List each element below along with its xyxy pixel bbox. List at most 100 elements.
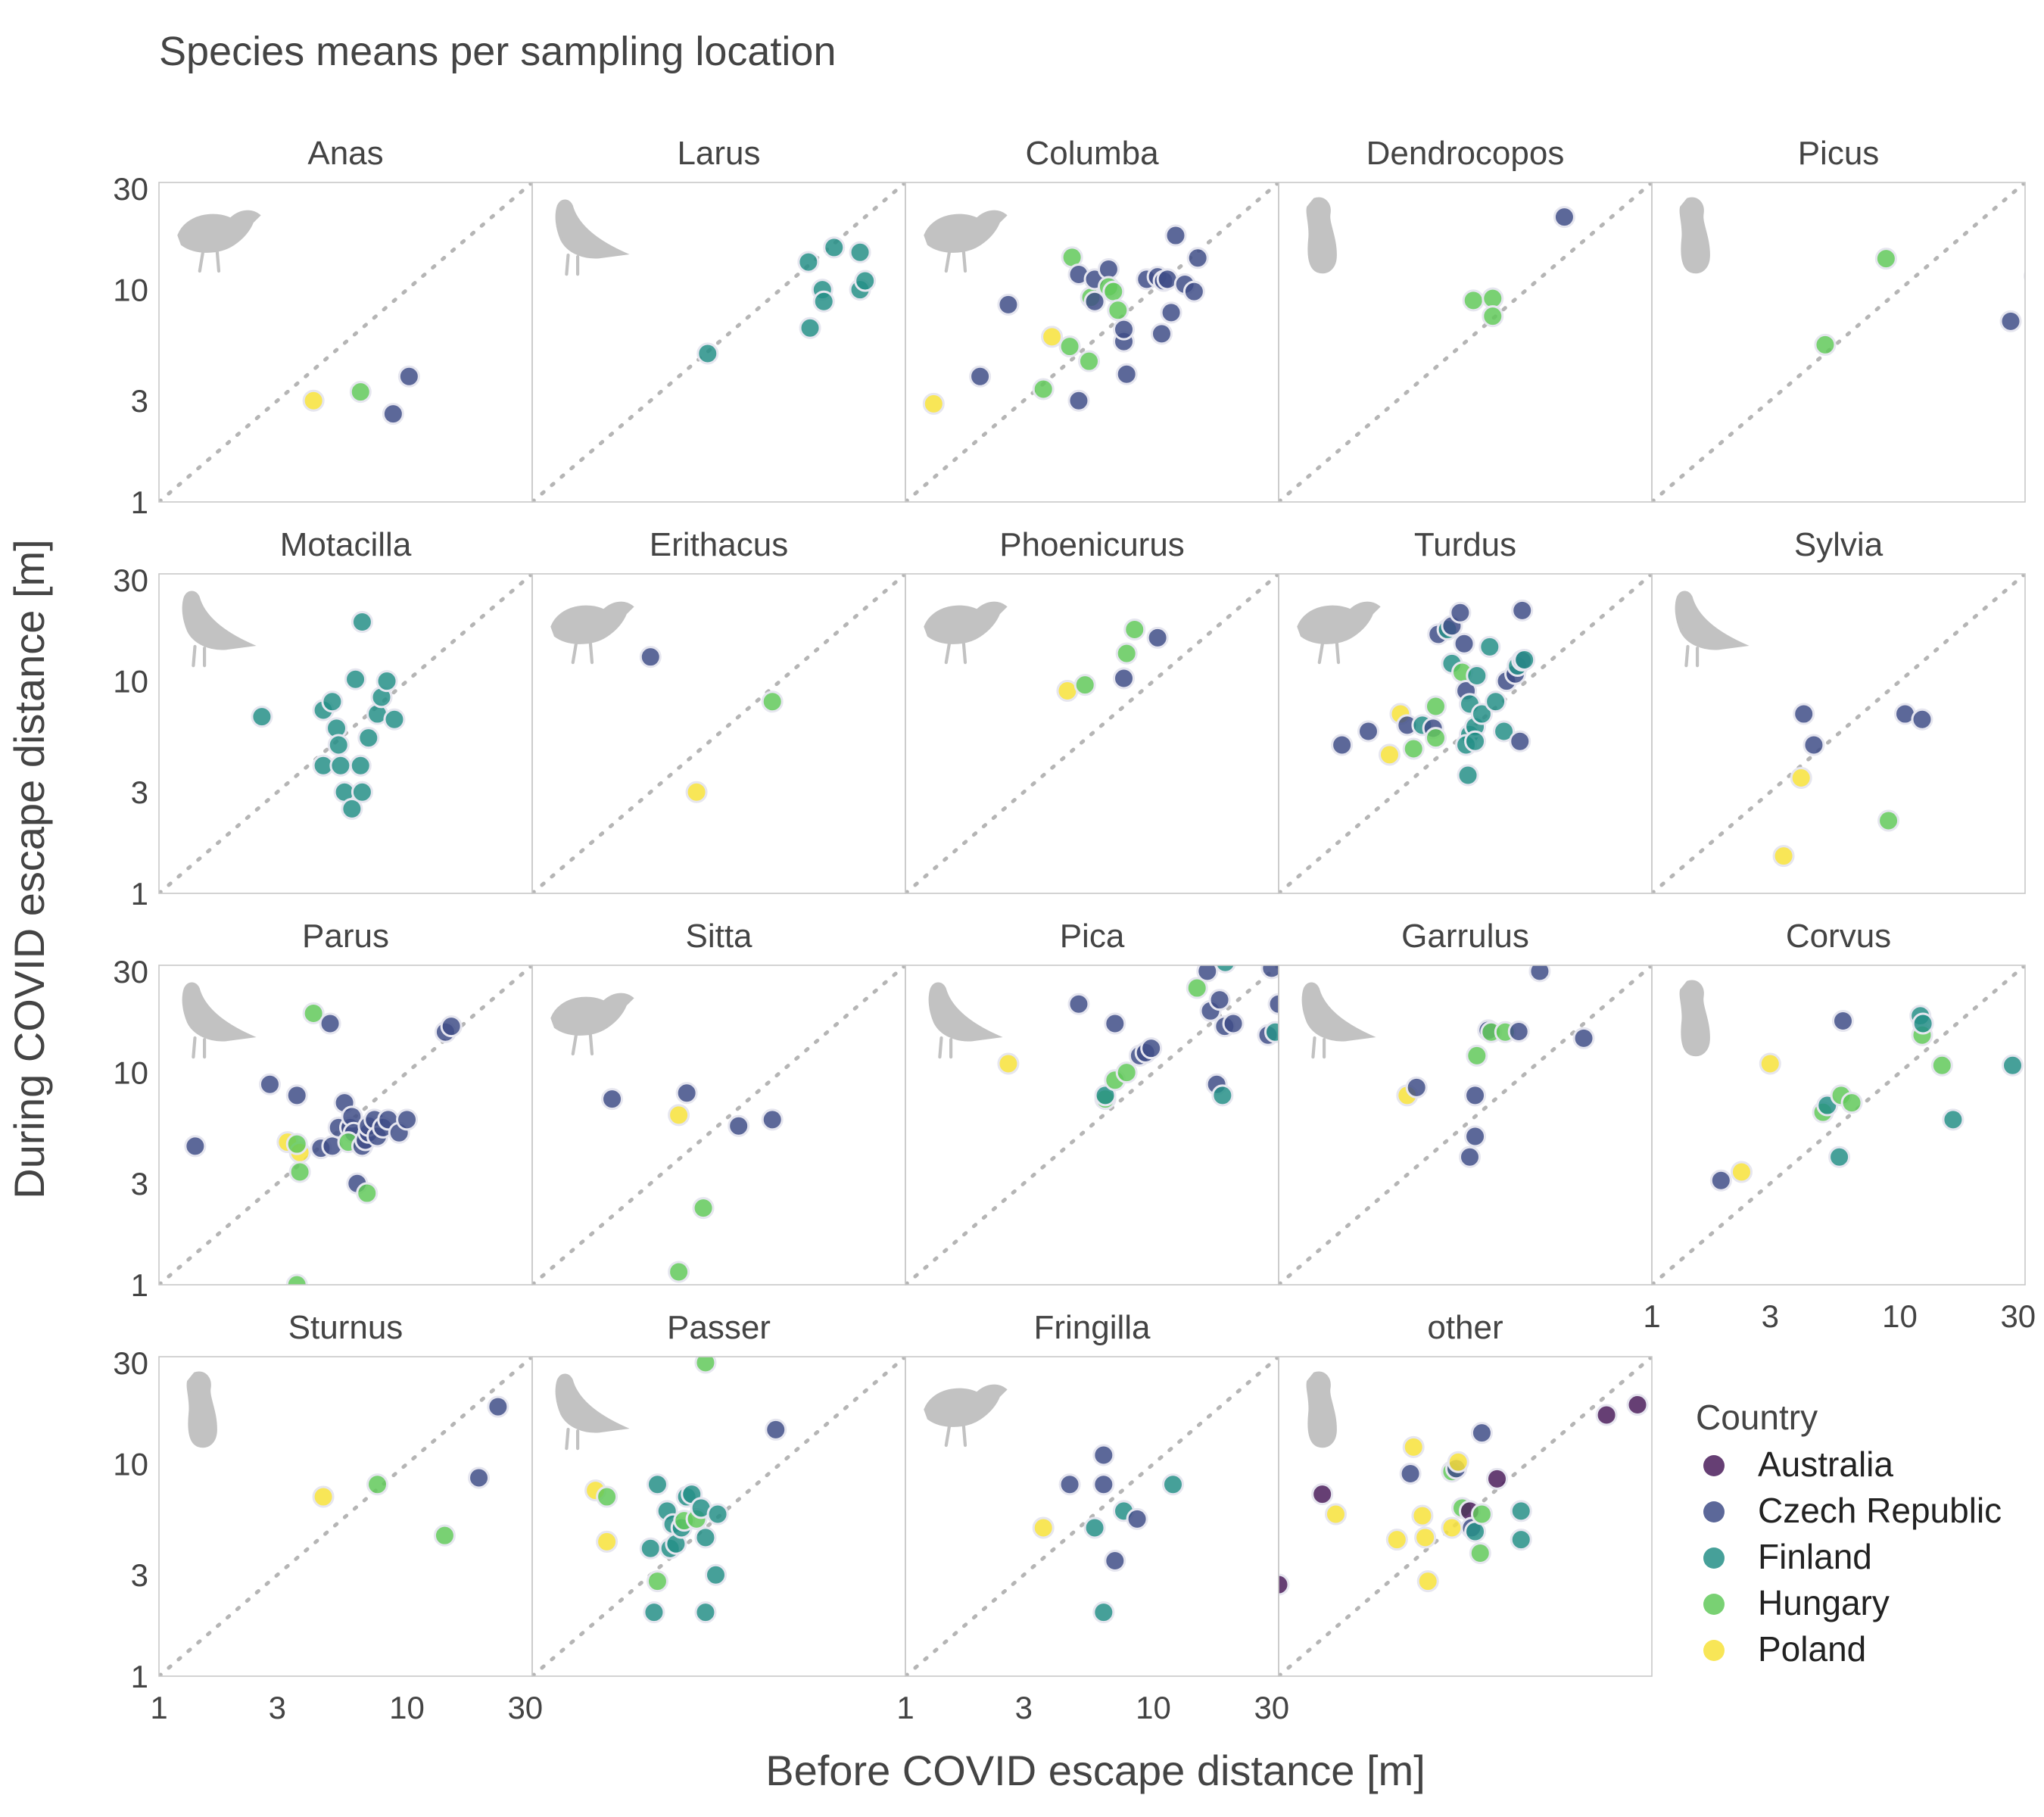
y-tick-label: 10 [113,1447,148,1482]
data-point-czech-republic [1803,734,1825,756]
data-point-czech-republic [1067,993,1090,1015]
data-point-hungary [356,1182,379,1205]
y-tick-label: 3 [131,1166,148,1201]
panel-other: other [1278,1309,1653,1677]
data-point-czech-republic [639,646,662,669]
data-point-australia [1595,1404,1618,1426]
data-point-finland [849,241,871,263]
data-point-finland [1470,703,1493,725]
y-tick-label: 1 [131,1267,148,1303]
data-point-finland [1493,720,1516,743]
data-point-finland [1092,1601,1115,1624]
x-axis-label: Before COVID escape distance [m] [765,1747,1426,1794]
data-point-czech-republic [1509,730,1531,753]
data-point-czech-republic [1260,965,1279,980]
data-point-czech-republic [1092,1473,1115,1496]
legend-label: Poland [1758,1629,1866,1669]
data-point-czech-republic [1196,965,1219,983]
panel-pica: Pica [905,918,1279,1286]
data-point-hungary [1482,305,1504,328]
data-point-finland [696,342,719,365]
data-point-finland [329,754,352,777]
data-point-czech-republic [397,365,420,388]
panel-corvus: Corvus [1651,918,2026,1286]
data-point-poland [1447,1451,1469,1473]
reference-line [1279,965,1652,1285]
y-tick-label: 3 [131,1557,148,1593]
reference-line [1279,182,1652,502]
data-point-hungary [1402,737,1425,760]
legend-swatch-poland [1703,1640,1725,1661]
data-point-poland [1414,1526,1437,1549]
data-point-finland [1094,1084,1117,1107]
magpie-icon [928,982,1003,1059]
panel-title: Erithacus [650,526,788,563]
data-point-czech-republic [1140,1037,1163,1060]
data-point-finland [383,708,406,731]
data-point-finland [1263,1021,1279,1043]
y-tick-label: 10 [113,273,148,308]
legend: Country Australia Czech Republic Finland Hun… [1696,1398,2002,1669]
data-point-poland [1416,1570,1439,1593]
y-tick-label: 10 [113,664,148,700]
data-point-finland [646,1473,668,1496]
data-point-finland [704,1563,727,1586]
panel-title: Phoenicurus [999,526,1185,563]
data-point-czech-republic [319,1012,341,1035]
panel-title: Dendrocopos [1366,135,1565,172]
x-tick-label: 1 [896,1690,914,1725]
data-point-australia [1311,1483,1334,1506]
data-point-czech-republic [285,1084,308,1107]
chart-title: Species means per sampling location [159,29,836,74]
reference-line [905,965,1279,1285]
data-point-hungary [1466,1044,1488,1067]
data-point-czech-republic [1453,632,1475,655]
data-point-finland [1457,764,1479,787]
panel-passer: Passer [531,1309,906,1677]
data-point-finland [694,1526,717,1549]
reference-line [159,1357,532,1676]
data-point-hungary [302,1002,325,1024]
reference-line [532,182,905,502]
y-axis-label: During COVID escape distance [m] [5,539,53,1198]
reference-line [1652,182,2025,502]
data-point-finland [327,734,350,756]
panel-garrulus: Garrulus [1278,918,1653,1286]
panel-frame [1278,1356,1653,1677]
x-tick-label: 3 [1015,1690,1033,1725]
data-point-czech-republic [1470,1422,1493,1445]
panel-title: Corvus [1786,918,1891,955]
chaffinch-icon [924,1384,1008,1448]
x-tick-label: 1 [150,1690,167,1725]
data-point-poland [1378,743,1401,766]
reference-line [532,574,905,893]
data-point-hungary [1107,299,1129,322]
data-point-czech-republic [1709,1169,1732,1192]
data-point-hungary [1073,674,1096,697]
data-point-czech-republic [1399,1462,1422,1485]
y-tick-label: 30 [113,1345,148,1381]
panel-parus: Parus [158,918,533,1286]
data-point-czech-republic [1092,1444,1115,1466]
panel-phoenicurus: Phoenicurus [905,526,1279,894]
data-point-hungary [1930,1054,1953,1077]
data-point-hungary [692,1197,715,1220]
data-point-hungary [668,1261,690,1283]
data-point-hungary [1469,1541,1491,1564]
data-point-hungary [1032,378,1055,400]
data-point-poland [1041,326,1064,348]
y-tick-label: 3 [131,383,148,419]
data-point-hungary [285,1133,308,1155]
data-point-finland [1464,730,1487,753]
data-point-czech-republic [1449,601,1472,624]
legend-swatch-hungary [1703,1594,1725,1615]
data-point-finland [349,754,372,777]
data-point-finland [823,236,846,259]
x-tick-label: 30 [1254,1690,1289,1725]
panel-sylvia: Sylvia [1651,526,2026,894]
data-point-finland [351,610,373,633]
data-point-czech-republic [258,1073,281,1095]
data-point-czech-republic [2024,270,2025,282]
data-point-finland [643,1601,665,1624]
panel-title: Garrulus [1401,918,1529,955]
